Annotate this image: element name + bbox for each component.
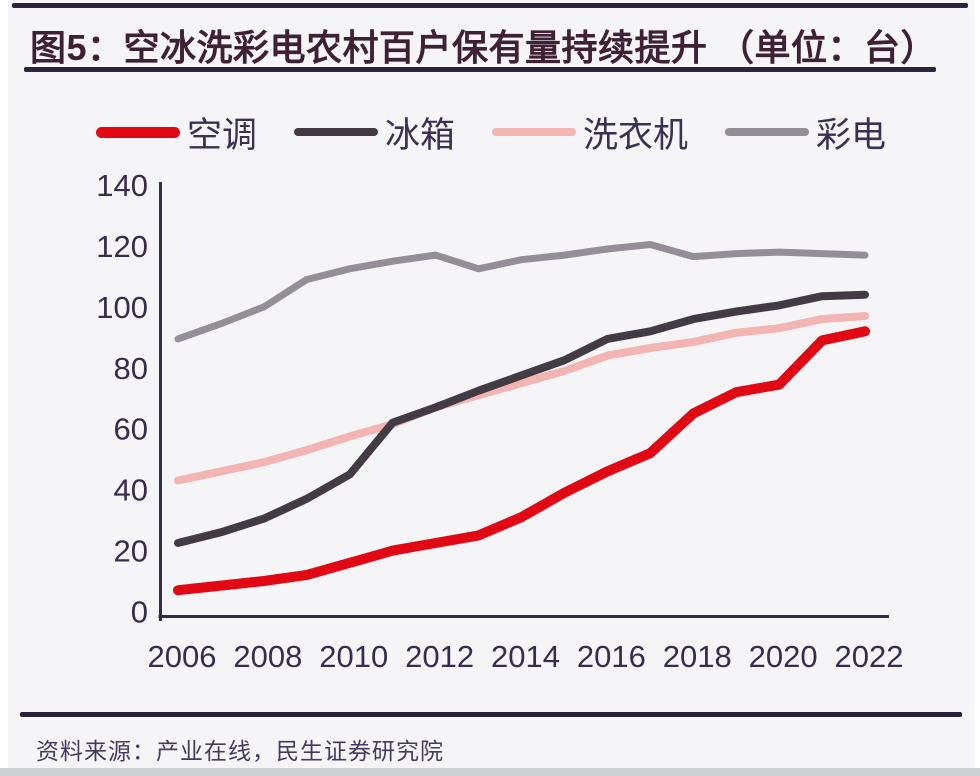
legend-item-洗衣机: 洗衣机 [492, 107, 688, 158]
x-tick-label: 2016 [577, 639, 646, 674]
x-tick-label: 2008 [233, 639, 302, 674]
y-tick-label: 120 [96, 229, 148, 264]
legend-swatch-icon [725, 128, 810, 136]
legend-label: 冰箱 [384, 115, 455, 155]
chart-svg: 0 20 40 60 80 100 120 140 2006 2008 2010 2012 2014 20… [96, 168, 904, 674]
footer-divider [20, 712, 962, 717]
x-tick-label: 2012 [405, 639, 474, 674]
y-tick-label: 60 [114, 412, 148, 447]
figure-title: 图5：空冰洗彩电农村百户保有量持续提升 （单位：台） [30, 27, 938, 68]
legend-item-冰箱: 冰箱 [293, 107, 455, 158]
chart-legend: 空调 冰箱 洗衣机 彩电 [8, 110, 974, 155]
y-tick-label: 80 [114, 351, 148, 386]
x-tick-label: 2010 [319, 639, 388, 674]
legend-swatch-icon [293, 128, 378, 136]
legend-label: 彩电 [816, 115, 887, 155]
legend-swatch-icon [95, 126, 180, 138]
x-tick-label: 2014 [491, 639, 560, 674]
report-figure-card: 图5：空冰洗彩电农村百户保有量持续提升 （单位：台） 空调 冰箱 洗衣机 彩电 0 20… [8, 0, 974, 768]
x-tick-label: 2006 [148, 639, 217, 674]
line-chart: 0 20 40 60 80 100 120 140 2006 2008 2010 2012 2014 20… [8, 168, 974, 682]
legend-label: 空调 [186, 115, 257, 155]
legend-label: 洗衣机 [583, 115, 689, 155]
source-note: 资料来源：产业在线，民生证券研究院 [36, 738, 444, 764]
y-tick-label: 20 [114, 534, 148, 569]
y-tick-label: 0 [131, 595, 148, 630]
x-tick-label: 2022 [835, 639, 904, 674]
title-underline [24, 67, 936, 72]
legend-item-彩电: 彩电 [725, 107, 886, 158]
x-tick-label: 2018 [663, 639, 732, 674]
top-divider [12, 3, 968, 8]
series-line-冰箱 [174, 290, 869, 547]
y-tick-label: 140 [96, 170, 148, 203]
legend-item-空调: 空调 [95, 107, 257, 158]
series-line-空调 [173, 326, 870, 596]
y-tick-label: 100 [96, 290, 148, 325]
series-line-洗衣机 [174, 312, 869, 485]
legend-swatch-icon [492, 128, 576, 136]
x-tick-label: 2020 [749, 639, 818, 674]
bottom-edge-strip [0, 768, 980, 776]
series-line-彩电 [174, 241, 869, 343]
y-tick-label: 40 [114, 473, 148, 508]
